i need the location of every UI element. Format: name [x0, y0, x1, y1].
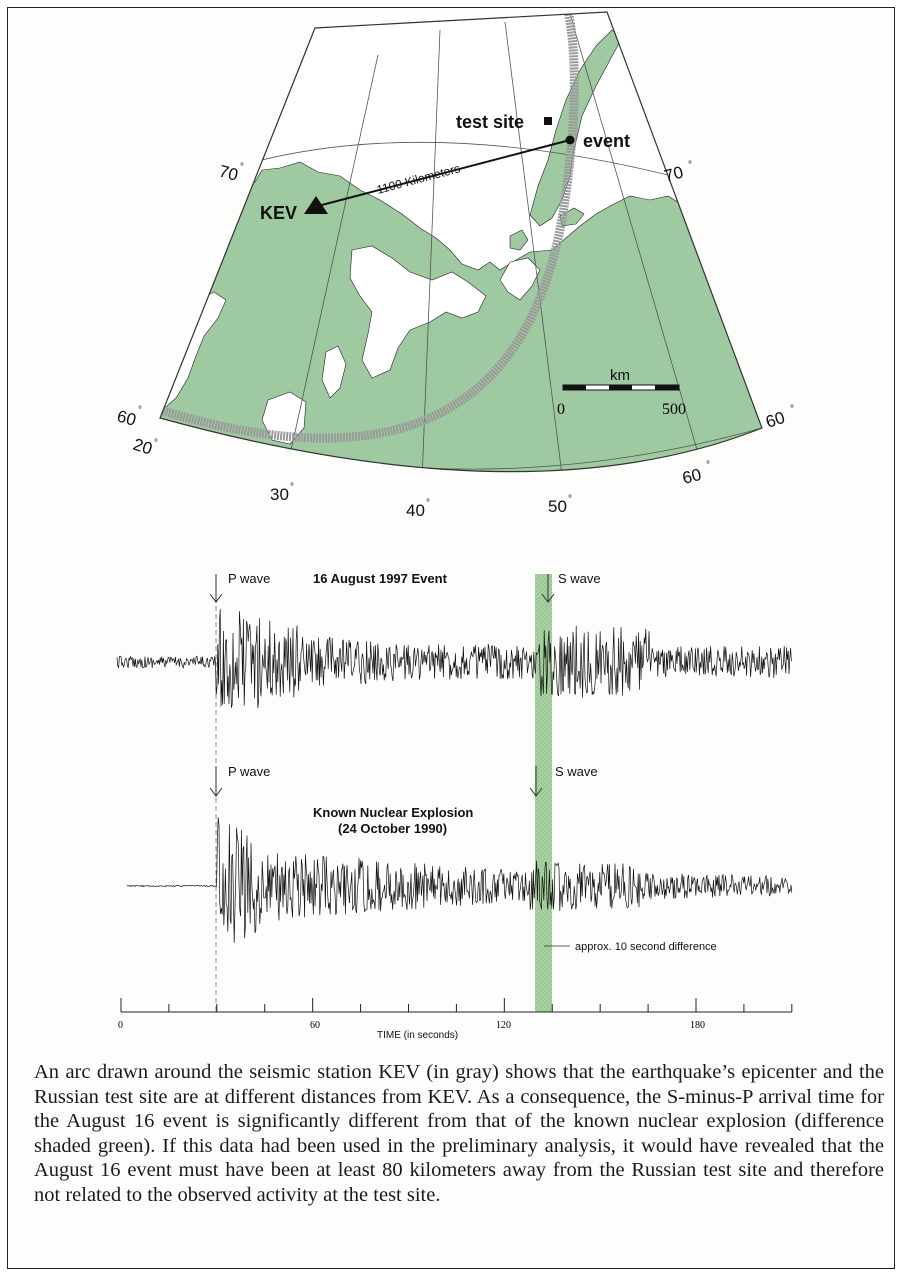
tick-120: 120 [496, 1020, 511, 1031]
lat60-lower-label: 60 [680, 465, 703, 488]
lon30-label: 30 [270, 485, 289, 504]
white-sea [349, 245, 487, 379]
lon40-label: 40 [406, 501, 425, 520]
bottom-s-arrow-icon [529, 766, 543, 797]
top-s-arrow-icon [541, 574, 555, 603]
time-difference-band [535, 574, 552, 1012]
scale-min: 0 [557, 401, 565, 418]
pechora-bay [499, 257, 541, 301]
tick-0: 0 [118, 1020, 123, 1031]
bottom-p-arrow-icon [209, 766, 223, 797]
tick-60: 60 [310, 1020, 320, 1031]
bottom-title-line2: (24 October 1990) [338, 821, 447, 836]
lat60-left-label: 60 [115, 407, 138, 430]
lat60-left-degree: ° [138, 405, 142, 416]
tick-180: 180 [690, 1020, 705, 1031]
lat60-right-label: 60 [763, 408, 787, 432]
top-s-label: S wave [558, 571, 601, 586]
lat70-left-degree: ° [240, 162, 244, 173]
time-axis-label: TIME (in seconds) [377, 1030, 458, 1041]
test-site-label: test site [456, 112, 524, 132]
bottom-s-label: S wave [555, 764, 598, 779]
time-axis: 0 60 120 180 TIME (in seconds) [118, 998, 793, 1041]
event-label: event [583, 131, 630, 151]
bottom-title-line1: Known Nuclear Explosion [313, 805, 473, 820]
seismograms: 16 August 1997 Event P wave S wave P wav… [116, 571, 793, 1041]
lon40-degree: ° [426, 498, 430, 509]
top-title: 16 August 1997 Event [313, 571, 448, 586]
scale-unit: km [610, 367, 630, 384]
kev-label: KEV [260, 203, 297, 223]
map: 1100 Kilometers KEV test site event 70 °… [115, 11, 794, 520]
lon20-degree: ° [154, 438, 158, 449]
lon30-degree: ° [290, 482, 294, 493]
kolguev-island [509, 229, 529, 251]
top-p-label: P wave [228, 571, 270, 586]
lat70-right-label: 70 [662, 163, 685, 186]
bottom-p-label: P wave [228, 764, 270, 779]
lat60-lower-degree: ° [706, 460, 710, 471]
bottom-waveform [126, 817, 793, 943]
test-site-icon [544, 117, 552, 125]
lon50-degree: ° [568, 494, 572, 505]
lon20-label: 20 [131, 435, 155, 459]
difference-annotation: approx. 10 second difference [575, 941, 717, 953]
lat60-right-degree: ° [790, 404, 794, 415]
map-outline [159, 11, 763, 473]
event-icon [565, 135, 575, 145]
figure-caption: An arc drawn around the seismic station … [34, 1061, 884, 1206]
scale-max: 500 [662, 401, 686, 418]
lat70-left-label: 70 [217, 162, 240, 185]
lon50-label: 50 [548, 497, 567, 516]
distance-line [317, 139, 571, 207]
top-seismogram: 16 August 1997 Event P wave S wave [116, 571, 792, 708]
top-waveform [116, 608, 792, 708]
top-p-arrow-icon [209, 574, 223, 603]
distance-arc [160, 12, 579, 443]
bottom-seismogram: P wave S wave Known Nuclear Explosion (2… [126, 764, 793, 943]
lake-onega [321, 345, 347, 399]
scale-bar: km 0 500 [557, 367, 686, 418]
lat70-right-degree: ° [688, 160, 692, 171]
kev-station-icon [304, 196, 328, 214]
